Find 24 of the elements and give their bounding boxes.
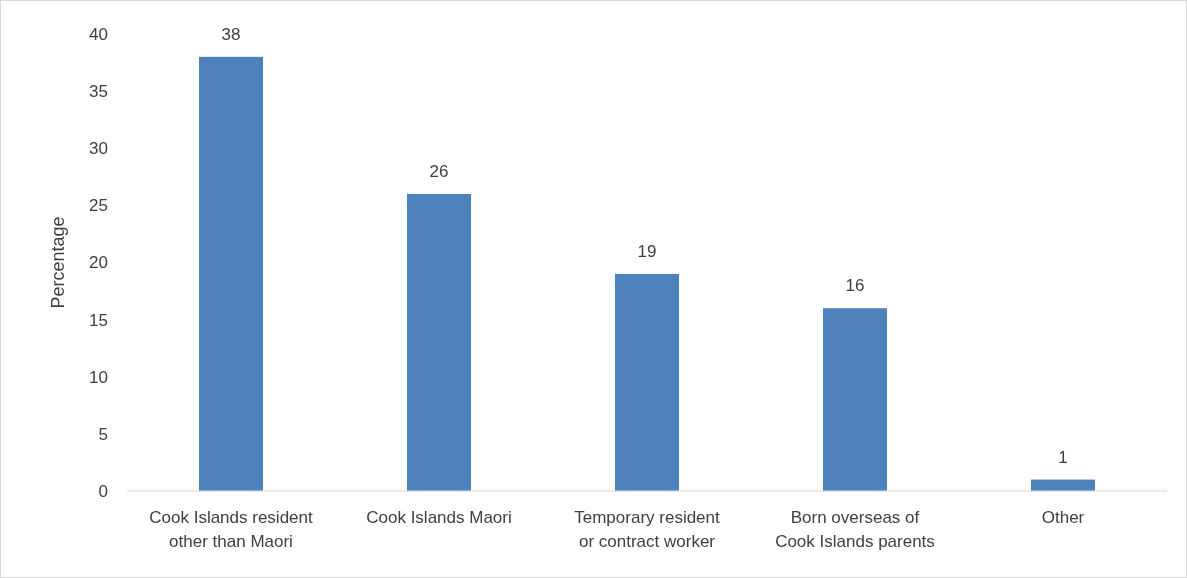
y-tick-label: 20 (89, 253, 108, 273)
x-tick-label: Cook Islands resident other than Maori (149, 508, 314, 551)
x-tick-label: Other (1041, 508, 1085, 527)
y-tick-label: 35 (89, 82, 108, 102)
y-tick-label: 15 (89, 310, 108, 330)
y-axis-title: Percentage (48, 216, 68, 309)
y-tick-label: 10 (89, 367, 108, 387)
data-label: 16 (845, 276, 865, 296)
bar (615, 273, 679, 491)
y-tick-label: 5 (98, 424, 108, 444)
y-tick-label: 25 (89, 196, 108, 216)
bar (823, 308, 887, 491)
data-label: 1 (1058, 447, 1068, 467)
x-tick-label: Born overseas of Cook Islands parents (775, 508, 935, 551)
data-label: 26 (429, 161, 449, 181)
x-tick-label: Temporary resident or contract worker (574, 508, 721, 551)
y-tick-label: 0 (98, 481, 108, 501)
bar (407, 193, 471, 491)
x-tick-label: Cook Islands Maori (366, 508, 512, 527)
data-label: 38 (221, 24, 241, 44)
bar (199, 56, 263, 491)
y-tick-label: 40 (89, 24, 108, 44)
data-label: 19 (637, 241, 657, 261)
y-tick-label: 30 (89, 139, 108, 159)
